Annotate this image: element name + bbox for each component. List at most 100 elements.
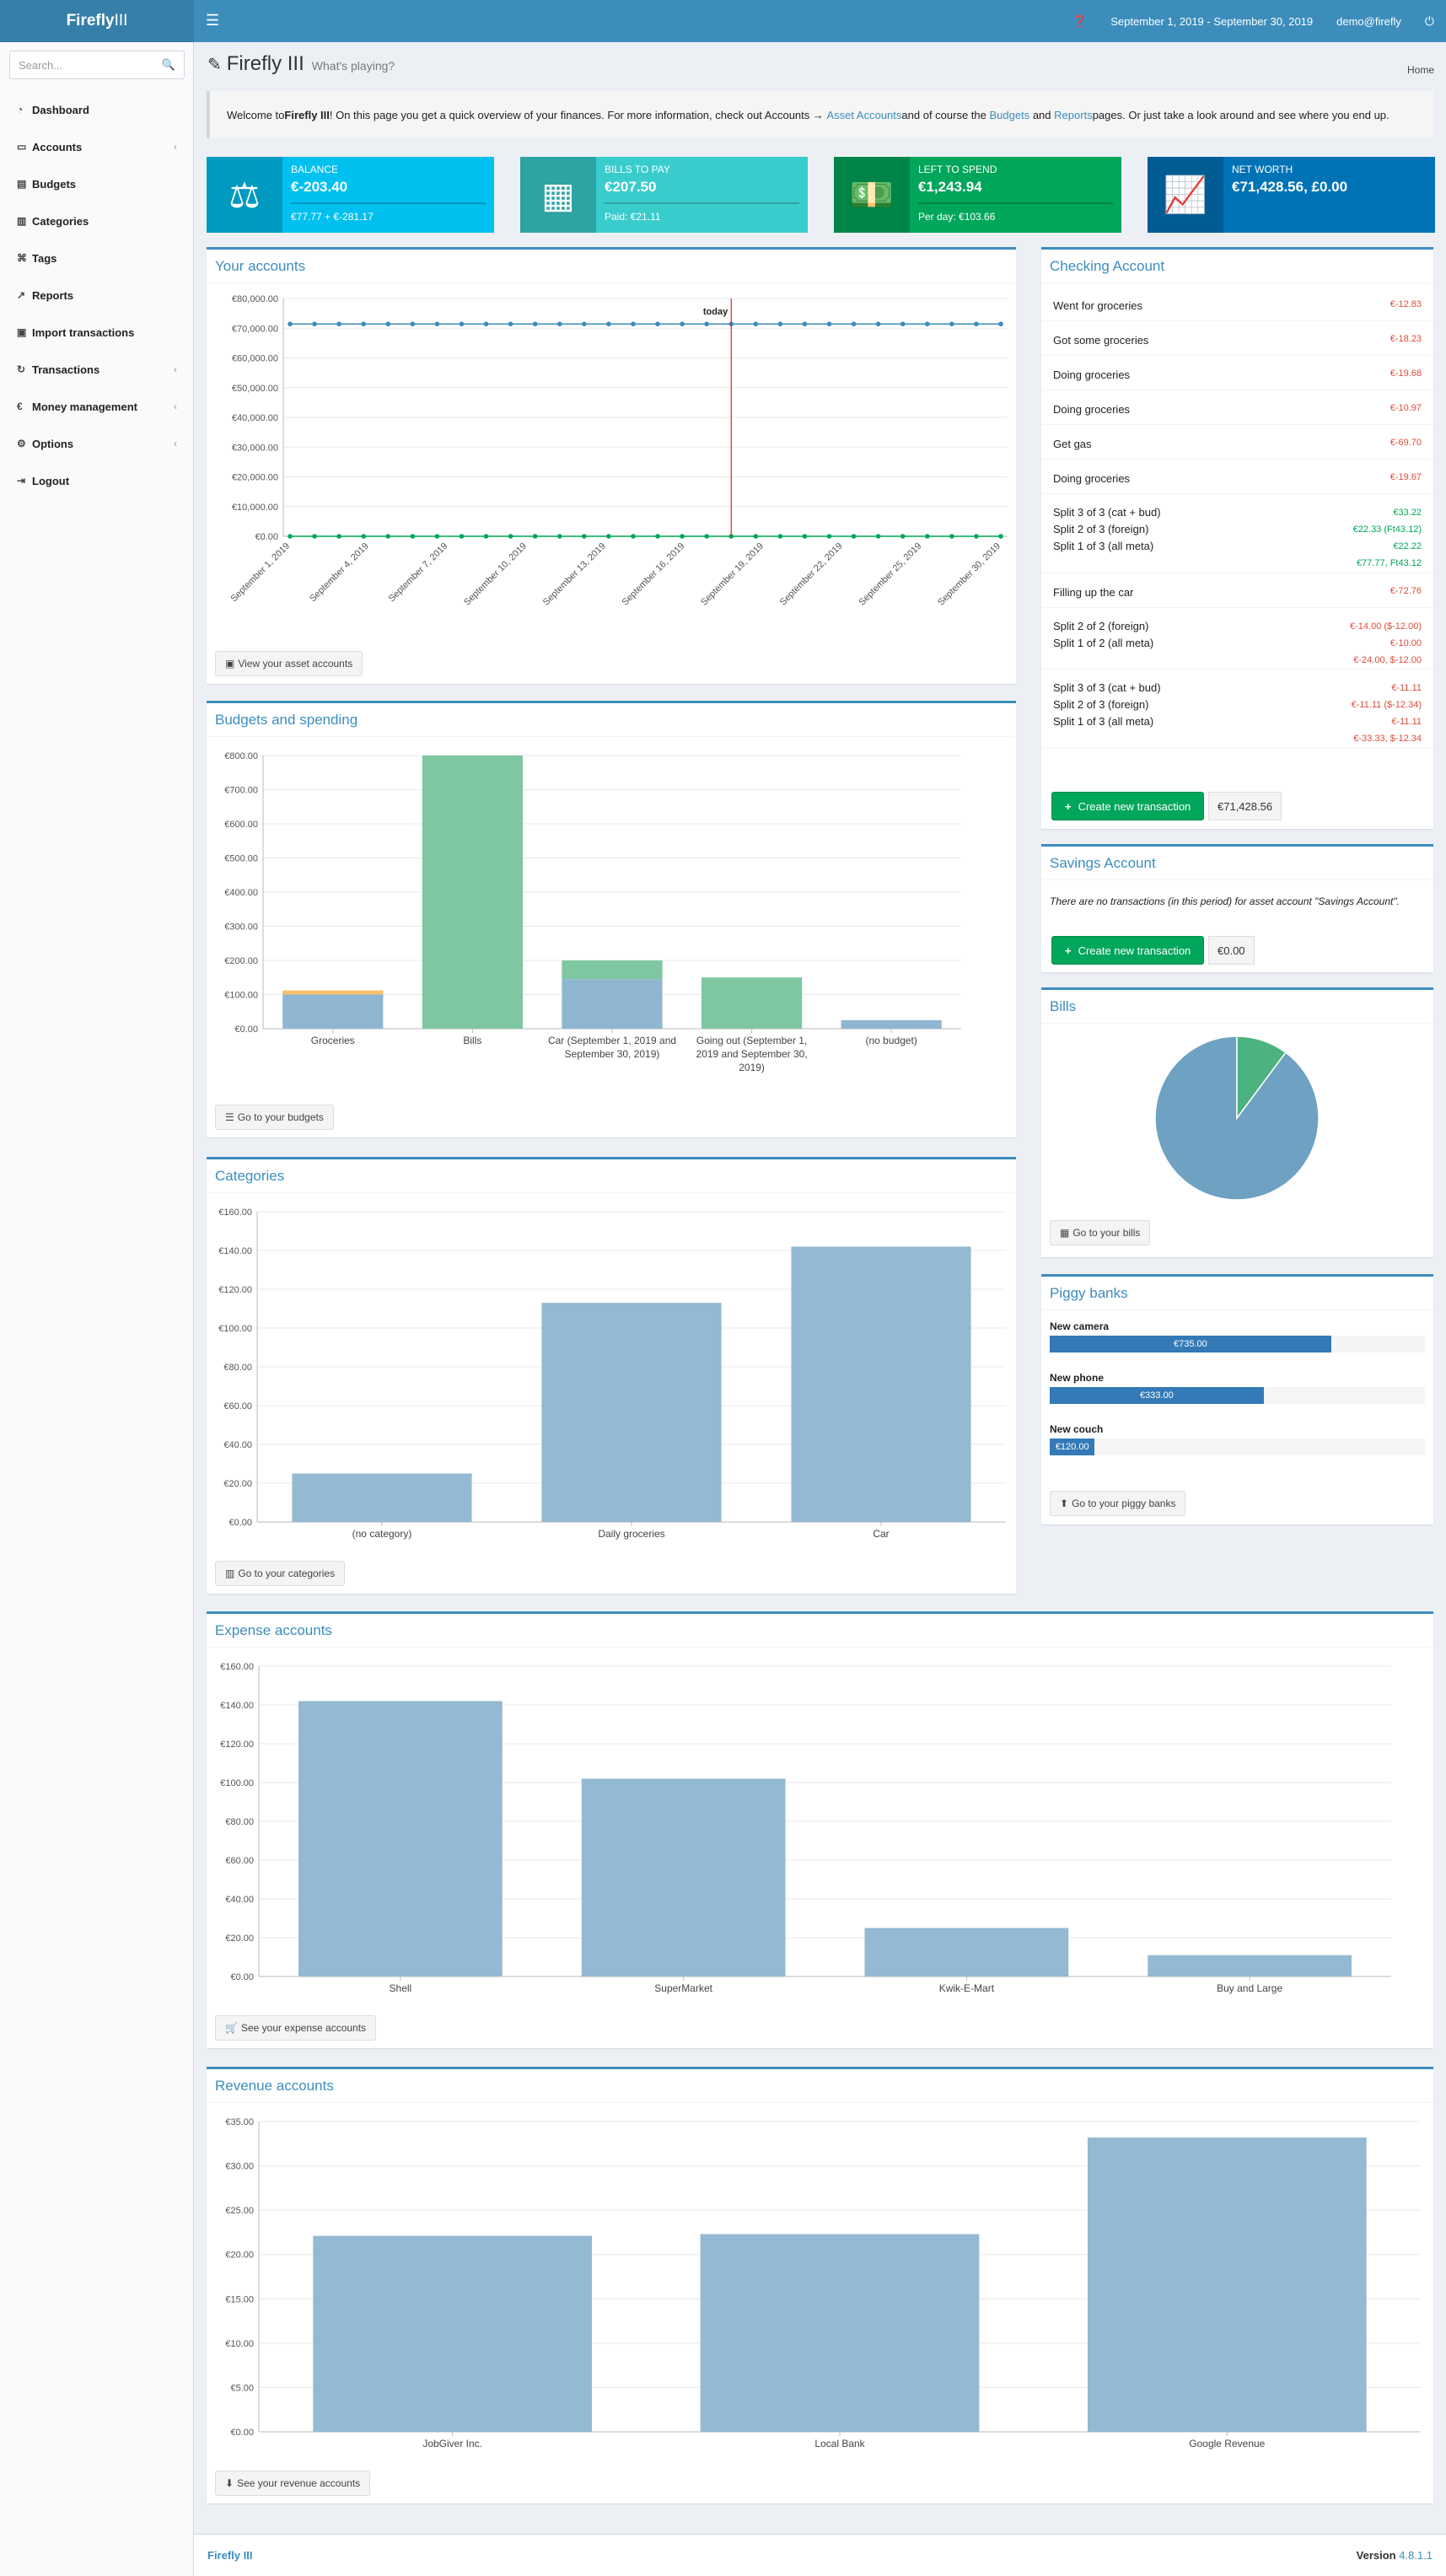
search-input[interactable]: Search... 🔍: [9, 51, 185, 79]
data-point[interactable]: [532, 321, 538, 327]
data-point[interactable]: [532, 534, 538, 539]
data-point[interactable]: [655, 534, 660, 539]
bar[interactable]: [298, 1701, 503, 1976]
transaction-link[interactable]: Split 1 of 2 (all meta): [1053, 637, 1154, 649]
info-box-bills-to-pay[interactable]: ▦ Bills to pay €207.50 Paid: €21.11: [520, 157, 808, 233]
data-point[interactable]: [680, 534, 685, 539]
budgets-title[interactable]: Budgets and spending: [215, 711, 358, 728]
data-point[interactable]: [655, 321, 660, 327]
transaction-link[interactable]: Split 1 of 3 (all meta): [1053, 540, 1154, 552]
transaction-link[interactable]: Split 2 of 3 (foreign): [1053, 698, 1149, 711]
data-point[interactable]: [434, 321, 440, 327]
data-point[interactable]: [900, 321, 906, 327]
go-to-categories-button[interactable]: ▥ Go to your categories: [215, 1561, 346, 1586]
data-point[interactable]: [924, 321, 930, 327]
bar[interactable]: [841, 1019, 942, 1029]
search-icon[interactable]: 🔍: [161, 58, 175, 71]
data-point[interactable]: [361, 321, 367, 327]
transaction-link[interactable]: Split 3 of 3 (cat + bud): [1053, 681, 1161, 694]
bar[interactable]: [292, 1473, 472, 1523]
data-point[interactable]: [483, 321, 489, 327]
data-point[interactable]: [826, 534, 832, 539]
bar[interactable]: [701, 977, 803, 1029]
data-point[interactable]: [434, 534, 440, 539]
go-to-budgets-button[interactable]: ☰ Go to your budgets: [215, 1105, 334, 1130]
transaction-link[interactable]: Filling up the car: [1053, 586, 1134, 599]
data-point[interactable]: [777, 534, 783, 539]
data-point[interactable]: [288, 321, 293, 327]
bar[interactable]: [313, 2235, 593, 2432]
data-point[interactable]: [582, 534, 587, 539]
data-point[interactable]: [508, 534, 513, 539]
data-point[interactable]: [974, 321, 979, 327]
transaction-link[interactable]: Doing groceries: [1053, 472, 1131, 485]
bar[interactable]: [562, 979, 663, 1029]
categories-title[interactable]: Categories: [215, 1167, 285, 1184]
transaction-row[interactable]: Split 3 of 3 (cat + bud) Split 2 of 3 (fo…: [1041, 494, 1433, 573]
sidebar-item-categories[interactable]: ▥ Categories: [0, 202, 194, 239]
create-transaction-checking-button[interactable]: + Create new transaction: [1051, 792, 1205, 820]
data-point[interactable]: [361, 534, 367, 539]
info-box-balance[interactable]: ⚖ Balance €-203.40 €77.77 + €-281.17: [207, 157, 494, 233]
piggy-banks-title[interactable]: Piggy banks: [1050, 1284, 1128, 1301]
sidebar-item-budgets[interactable]: ▤ Budgets: [0, 165, 194, 202]
data-point[interactable]: [704, 321, 709, 327]
data-point[interactable]: [385, 321, 391, 327]
data-point[interactable]: [312, 321, 317, 327]
bar[interactable]: [282, 990, 384, 995]
transaction-link[interactable]: Get gas: [1053, 438, 1092, 450]
version-link[interactable]: 4.8.1.1: [1399, 2549, 1433, 2562]
reports-link[interactable]: Reports: [1054, 108, 1093, 121]
data-point[interactable]: [949, 321, 954, 327]
sidebar-item-dashboard[interactable]: ◔ Dashboard: [0, 91, 194, 128]
your-accounts-title[interactable]: Your accounts: [215, 257, 306, 274]
info-box-left-to-spend[interactable]: 💵 Left to spend €1,243.94 Per day: €103.66: [834, 157, 1121, 233]
see-expense-accounts-button[interactable]: 🛒 See your expense accounts: [215, 2015, 377, 2041]
data-point[interactable]: [826, 321, 832, 327]
data-point[interactable]: [508, 321, 513, 327]
sidebar-item-logout[interactable]: ⇥ Logout: [0, 462, 194, 499]
data-point[interactable]: [606, 534, 611, 539]
data-point[interactable]: [851, 321, 857, 327]
data-point[interactable]: [582, 321, 587, 327]
see-revenue-accounts-button[interactable]: ⬇ See your revenue accounts: [215, 2471, 371, 2496]
data-point[interactable]: [924, 534, 930, 539]
data-point[interactable]: [336, 321, 341, 327]
data-point[interactable]: [753, 321, 759, 327]
data-point[interactable]: [336, 534, 341, 539]
expense-accounts-title[interactable]: Expense accounts: [215, 1621, 332, 1638]
data-point[interactable]: [900, 534, 906, 539]
budgets-link[interactable]: Budgets: [989, 108, 1030, 121]
data-point[interactable]: [410, 534, 416, 539]
transaction-link[interactable]: Went for groceries: [1053, 299, 1142, 312]
logo[interactable]: Firefly III: [0, 0, 194, 42]
go-to-piggy-banks-button[interactable]: ⬆ Go to your piggy banks: [1050, 1491, 1186, 1516]
breadcrumb[interactable]: Home: [1406, 64, 1434, 76]
data-point[interactable]: [949, 534, 954, 539]
bar[interactable]: [791, 1246, 971, 1522]
data-point[interactable]: [556, 534, 562, 539]
bar[interactable]: [422, 756, 524, 1029]
data-point[interactable]: [556, 321, 562, 327]
transaction-row[interactable]: Doing groceries €-19.68: [1041, 356, 1433, 390]
bar[interactable]: [541, 1303, 722, 1522]
sidebar-item-money-management[interactable]: € Money management ‹: [0, 388, 194, 425]
data-point[interactable]: [385, 534, 391, 539]
data-point[interactable]: [753, 534, 759, 539]
transaction-row[interactable]: Went for groceries €-12.83: [1041, 287, 1433, 321]
data-point[interactable]: [288, 534, 293, 539]
data-point[interactable]: [875, 321, 881, 327]
transaction-row[interactable]: Filling up the car €-72.76: [1041, 573, 1433, 608]
transaction-row[interactable]: Got some groceries €-18.23: [1041, 321, 1433, 356]
data-point[interactable]: [875, 534, 881, 539]
data-point[interactable]: [974, 534, 979, 539]
bar[interactable]: [1087, 2137, 1367, 2432]
pie-slice[interactable]: [1236, 1035, 1287, 1121]
sidebar-item-tags[interactable]: ⌘ Tags: [0, 239, 194, 277]
bar[interactable]: [581, 1778, 786, 1976]
piggy-bank-name[interactable]: New phone: [1050, 1372, 1105, 1384]
data-point[interactable]: [998, 534, 1003, 539]
transaction-link[interactable]: Split 1 of 3 (all meta): [1053, 715, 1154, 728]
footer-brand-link[interactable]: Firefly III: [207, 2549, 253, 2562]
help-icon[interactable]: ❓: [1072, 13, 1088, 28]
